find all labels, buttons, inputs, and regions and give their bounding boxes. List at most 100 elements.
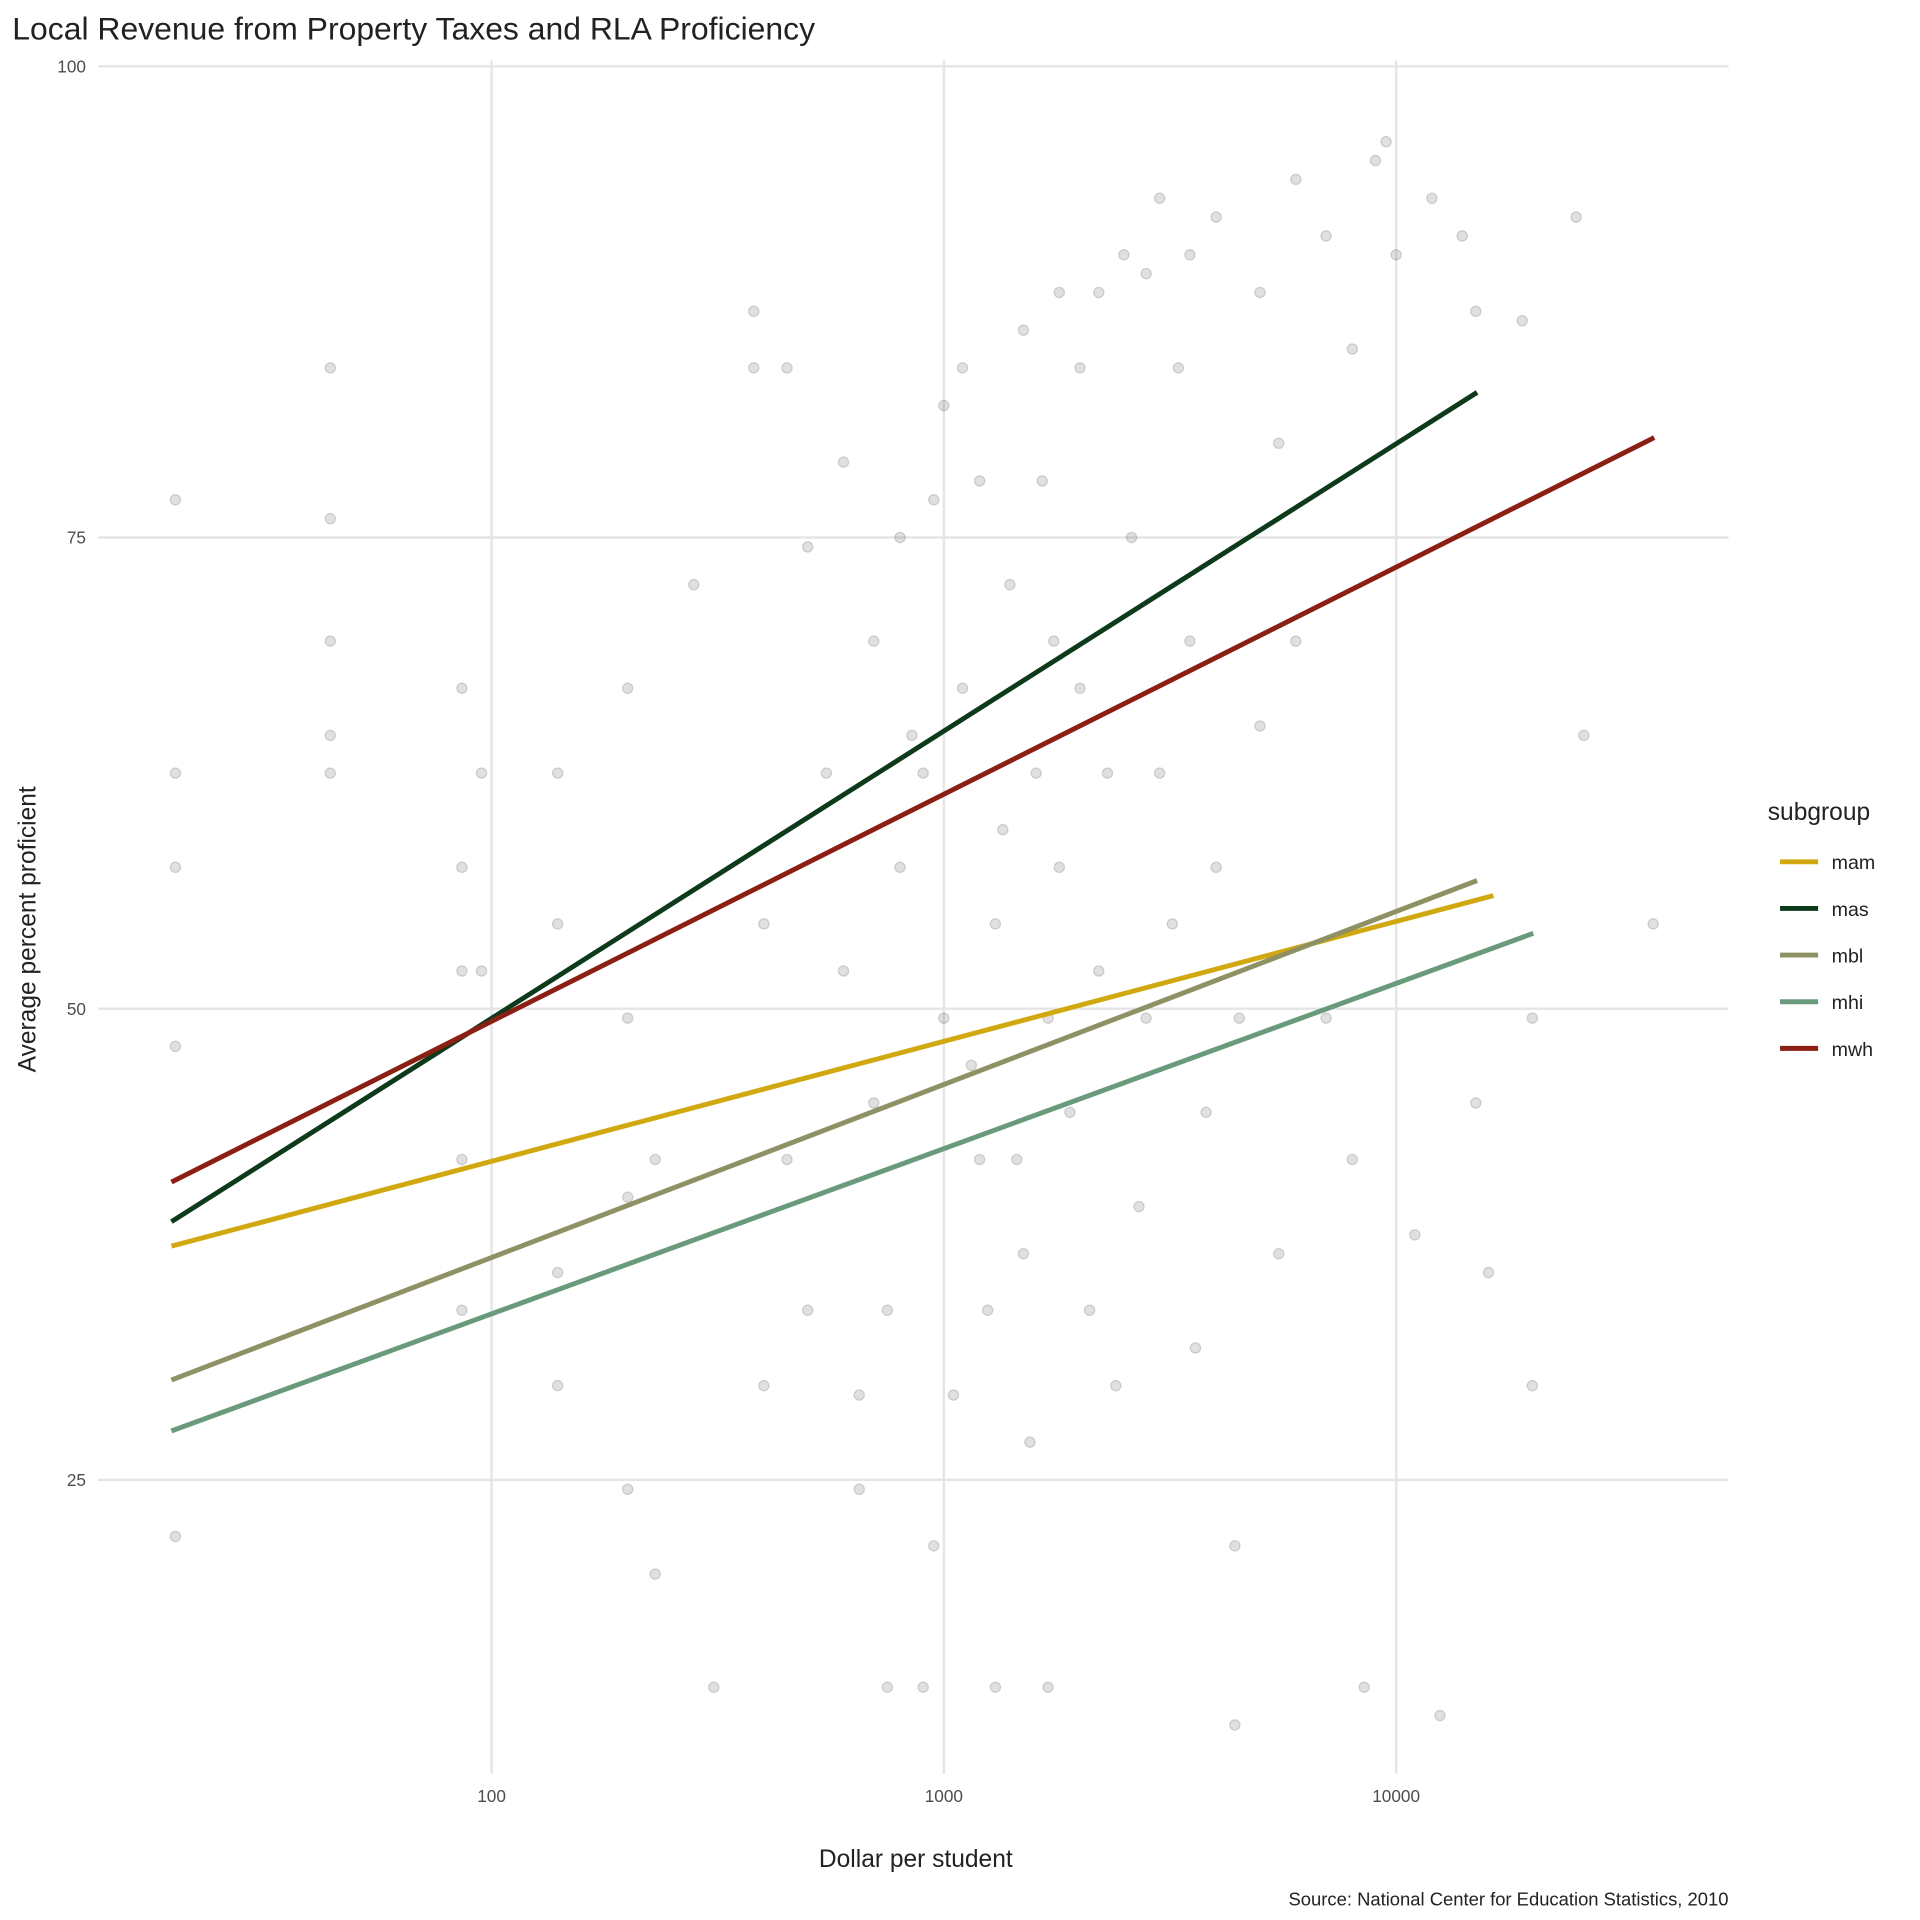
point [621,1012,634,1024]
point [688,578,700,591]
point [1011,1153,1023,1166]
x-tick-label: 10000 [1372,1786,1420,1806]
point [917,1681,929,1693]
point [1254,720,1266,732]
point [981,1304,994,1317]
point [169,494,182,506]
point [758,918,770,930]
point [456,965,468,977]
point [1320,1012,1332,1024]
point [475,767,488,779]
point [1053,861,1066,874]
point [551,1379,564,1392]
point [894,531,906,544]
legend-label: mbl [1832,945,1864,967]
point [928,1540,940,1552]
point [1017,1247,1030,1260]
point [781,362,793,374]
point [1153,192,1166,205]
y-tick-label: 100 [57,56,86,76]
point [1409,1229,1421,1241]
point [1369,154,1382,167]
point [1092,965,1105,977]
point [1346,1153,1359,1166]
point [621,1191,634,1203]
point [708,1681,720,1693]
point [1024,1436,1036,1448]
point [1290,635,1302,647]
x-axis-title: Dollar per student [819,1846,1013,1873]
point [1526,1379,1539,1392]
point [1516,314,1528,327]
point [1153,767,1166,779]
legend-label: mwh [1832,1039,1873,1061]
point [1233,1012,1246,1024]
point [837,965,850,977]
point [456,682,468,695]
legend-label: mhi [1832,992,1864,1014]
point [1272,1247,1285,1260]
trend-line [170,435,1656,1185]
point [1346,343,1359,355]
point [1064,1106,1076,1119]
legend-title: subgroup [1768,799,1870,826]
point [938,399,950,412]
point [1578,729,1590,742]
point [1380,135,1392,148]
point [456,1304,468,1317]
point [169,861,182,874]
y-tick-label: 50 [67,999,86,1019]
point [324,362,337,374]
point [801,541,814,553]
legend-label: mas [1832,899,1869,921]
trend-line [170,390,1479,1224]
point [758,1379,770,1392]
point [748,362,760,374]
point [906,729,918,742]
y-tick-label: 25 [67,1470,86,1490]
point [1017,324,1030,336]
point [621,1483,634,1496]
points [169,135,1659,1731]
point [781,1153,793,1166]
point [324,729,337,742]
point [1272,437,1285,450]
point [1140,1012,1152,1024]
point [1110,1379,1122,1392]
point [1229,1719,1241,1731]
point [1133,1200,1145,1213]
point [1229,1540,1241,1552]
point [1101,767,1114,779]
point [324,635,337,647]
point [938,1012,950,1024]
point [1118,249,1130,261]
point [989,1681,1002,1693]
point [1172,362,1185,374]
point [917,767,929,779]
point [894,861,906,874]
caption: Source: National Center for Education St… [1289,1888,1729,1909]
point [881,1304,894,1317]
grid [98,60,1729,1774]
point [1184,249,1196,261]
x-tick-label: 1000 [925,1786,963,1806]
point [1200,1106,1212,1119]
point [1210,211,1222,223]
point [1125,531,1138,544]
point [868,635,880,647]
point [1074,682,1086,695]
point [1092,286,1105,299]
point [1290,173,1302,186]
point [853,1483,866,1496]
point [1434,1709,1446,1722]
point [1210,861,1222,874]
point [956,682,969,695]
point [1184,635,1196,647]
trend-lines [170,390,1656,1434]
legend-label: mam [1832,852,1876,874]
point [1426,192,1438,205]
point [928,494,940,506]
point [973,475,986,487]
point [1390,249,1402,261]
